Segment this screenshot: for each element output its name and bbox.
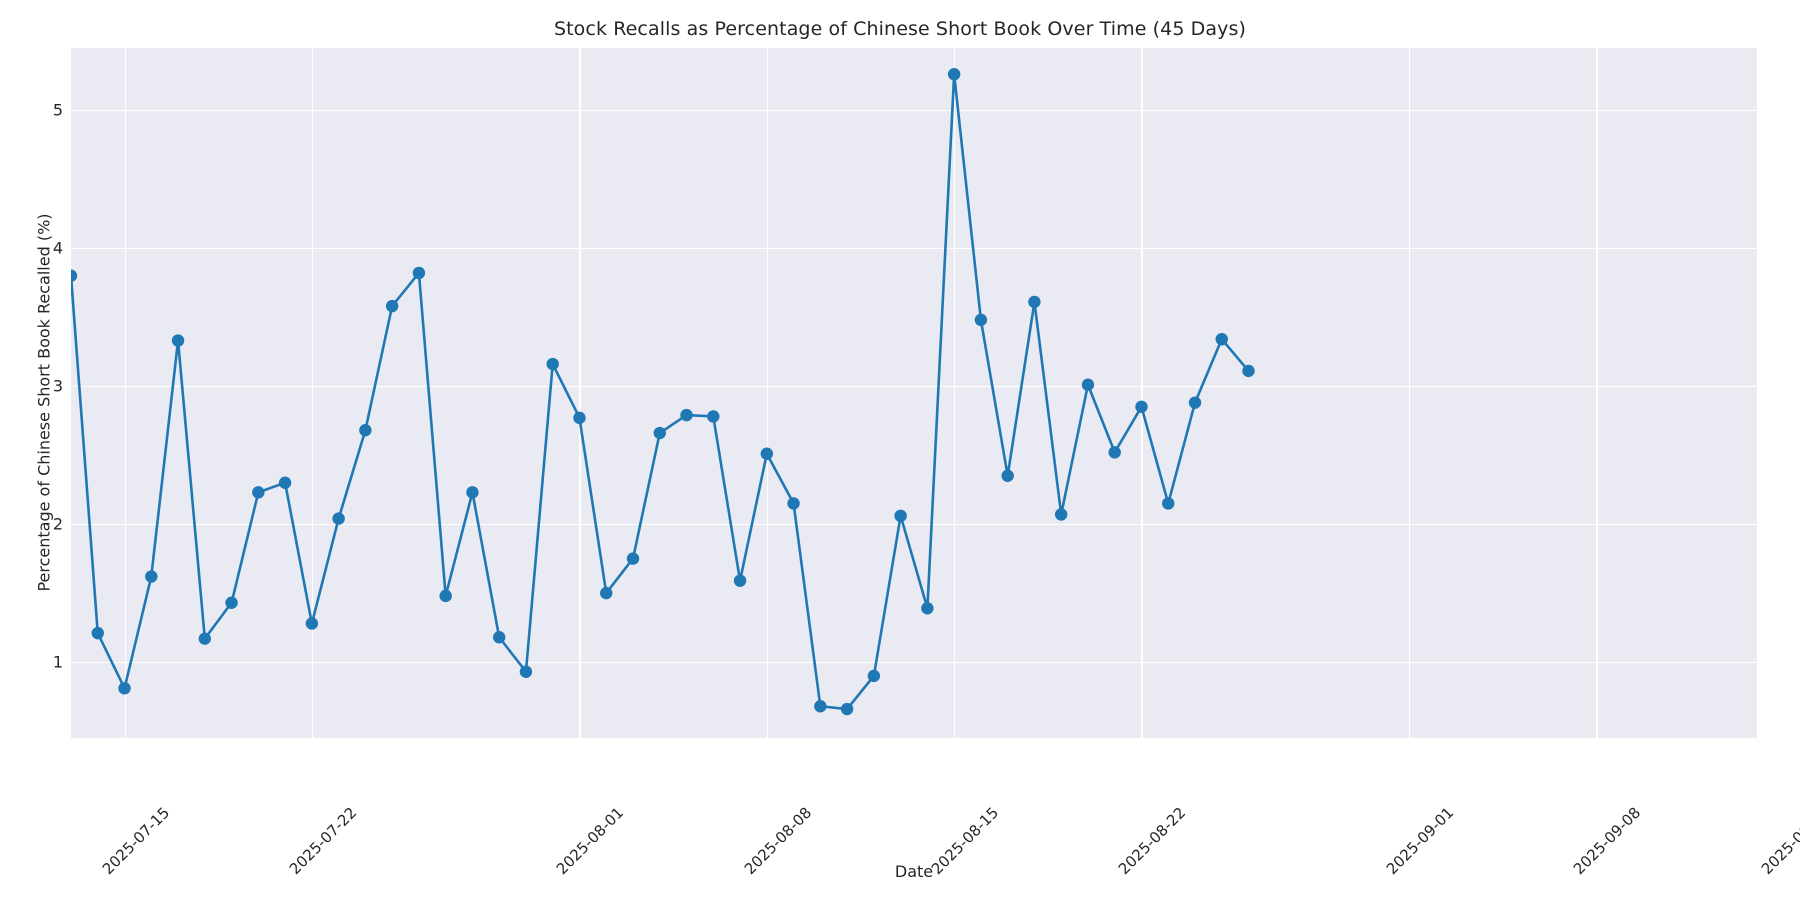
gridline-x-5 <box>1141 48 1143 738</box>
data-point-8: 2025-07-21: 2.3% <box>278 476 292 489</box>
y-tick-label-2: 3 <box>52 376 63 396</box>
data-point-25: 2025-08-07: 1.59% <box>733 574 747 587</box>
data-point-38: 2025-08-20: 3.01% <box>1081 378 1095 391</box>
data-point-13: 2025-07-26: 3.82% <box>412 266 426 280</box>
data-point-40: 2025-08-22: 2.85% <box>1135 400 1148 413</box>
gridline-x-3 <box>766 48 769 738</box>
data-point-5: 2025-07-18: 1.17% <box>198 632 212 645</box>
gridline-x-6 <box>1409 48 1411 738</box>
y-tick-label-3: 4 <box>52 238 63 258</box>
x-tick-label-8: 2025-09-15 <box>1757 803 1800 879</box>
data-point-14: 2025-07-27: 1.48% <box>439 589 452 603</box>
data-point-29: 2025-08-11: 0.66% <box>840 702 854 716</box>
data-point-42: 2025-08-24: 2.88% <box>1188 396 1202 409</box>
data-point-4: 2025-07-17: 3.33% <box>171 334 185 347</box>
data-point-24: 2025-08-06: 2.78% <box>707 410 720 423</box>
x-axis-label: Date <box>894 862 934 881</box>
data-point-1: 2025-07-14: 1.21% <box>91 626 104 640</box>
data-point-41: 2025-08-23: 2.15% <box>1162 497 1175 510</box>
data-point-15: 2025-07-28: 2.23% <box>466 486 479 499</box>
data-point-21: 2025-08-03: 1.75% <box>626 552 640 565</box>
y-axis-label: Percentage of Chinese Short Book Recalle… <box>34 213 54 592</box>
data-point-10: 2025-07-23: 2.04% <box>332 512 345 525</box>
series-line <box>71 72 1250 711</box>
data-point-37: 2025-08-19: 2.07% <box>1054 508 1068 521</box>
data-point-11: 2025-07-24: 2.68% <box>359 424 372 437</box>
data-point-0: 2025-07-13: 3.8% <box>71 269 78 282</box>
data-point-28: 2025-08-10: 0.68% <box>814 700 827 713</box>
data-point-12: 2025-07-25: 3.58% <box>385 299 399 313</box>
gridline-y-1 <box>71 524 1757 526</box>
data-point-39: 2025-08-21: 2.52% <box>1108 446 1121 459</box>
data-point-30: 2025-08-12: 0.9% <box>867 669 881 683</box>
y-tick-label-1: 2 <box>52 514 63 534</box>
y-tick-label-4: 5 <box>52 100 63 120</box>
data-point-9: 2025-07-22: 1.28% <box>305 617 319 630</box>
data-point-32: 2025-08-14: 1.39% <box>921 602 934 615</box>
gridline-x-0 <box>124 48 126 738</box>
data-point-7: 2025-07-20: 2.23% <box>252 486 265 499</box>
chart-title: Stock Recalls as Percentage of Chinese S… <box>553 18 1247 40</box>
data-point-6: 2025-07-19: 1.43% <box>225 596 238 609</box>
data-point-23: 2025-08-05: 2.79% <box>680 408 693 422</box>
plot-area: 2025-07-13: 3.8% 2025-07-14: 1.21% 2025-07… <box>71 48 1757 738</box>
gridline-x-2 <box>579 48 581 738</box>
y-tick-label-0: 1 <box>52 652 63 672</box>
data-point-27: 2025-08-09: 2.15% <box>787 497 800 510</box>
data-point-19: 2025-08-01: 2.77% <box>573 411 586 425</box>
gridline-y-0 <box>71 662 1757 664</box>
data-point-35: 2025-08-17: 2.35% <box>1001 469 1014 482</box>
y-axis-ticks: 1 2 3 4 5 <box>0 48 63 738</box>
gridline-x-1 <box>311 48 314 738</box>
gridline-y-2 <box>71 386 1757 388</box>
x-axis-ticks: 2025-07-15 2025-07-22 2025-08-01 2025-08-08… <box>71 738 1800 878</box>
gridline-y-4 <box>71 110 1757 112</box>
line-series: 2025-07-13: 3.8% 2025-07-14: 1.21% 2025-07… <box>71 68 1255 716</box>
data-point-43: 2025-08-25: 3.34% <box>1215 332 1228 346</box>
data-point-20: 2025-08-02: 1.5% <box>600 586 613 600</box>
data-point-18: 2025-07-31: 3.16% <box>546 357 559 371</box>
gridline-y-3 <box>71 248 1757 250</box>
data-point-22: 2025-08-04: 2.66% <box>653 426 666 440</box>
gridline-x-4 <box>954 48 956 738</box>
data-point-3: 2025-07-16: 1.62% <box>145 570 158 583</box>
data-point-2: 2025-07-15: 0.81% <box>118 682 131 695</box>
data-point-36: 2025-08-18: 3.61% <box>1028 295 1041 309</box>
data-point-17: 2025-07-30: 0.93% <box>519 665 533 678</box>
gridline-x-7 <box>1596 48 1598 738</box>
data-point-16: 2025-07-29: 1.18% <box>492 631 506 644</box>
data-point-31: 2025-08-13: 2.06% <box>894 509 907 523</box>
data-point-33: 2025-08-15: 5.26% <box>947 68 961 81</box>
data-point-34: 2025-08-16: 3.48% <box>974 313 988 327</box>
data-point-44: 2025-08-26: 3.11% <box>1242 364 1255 378</box>
data-point-26: 2025-08-08: 2.51% <box>760 447 774 460</box>
